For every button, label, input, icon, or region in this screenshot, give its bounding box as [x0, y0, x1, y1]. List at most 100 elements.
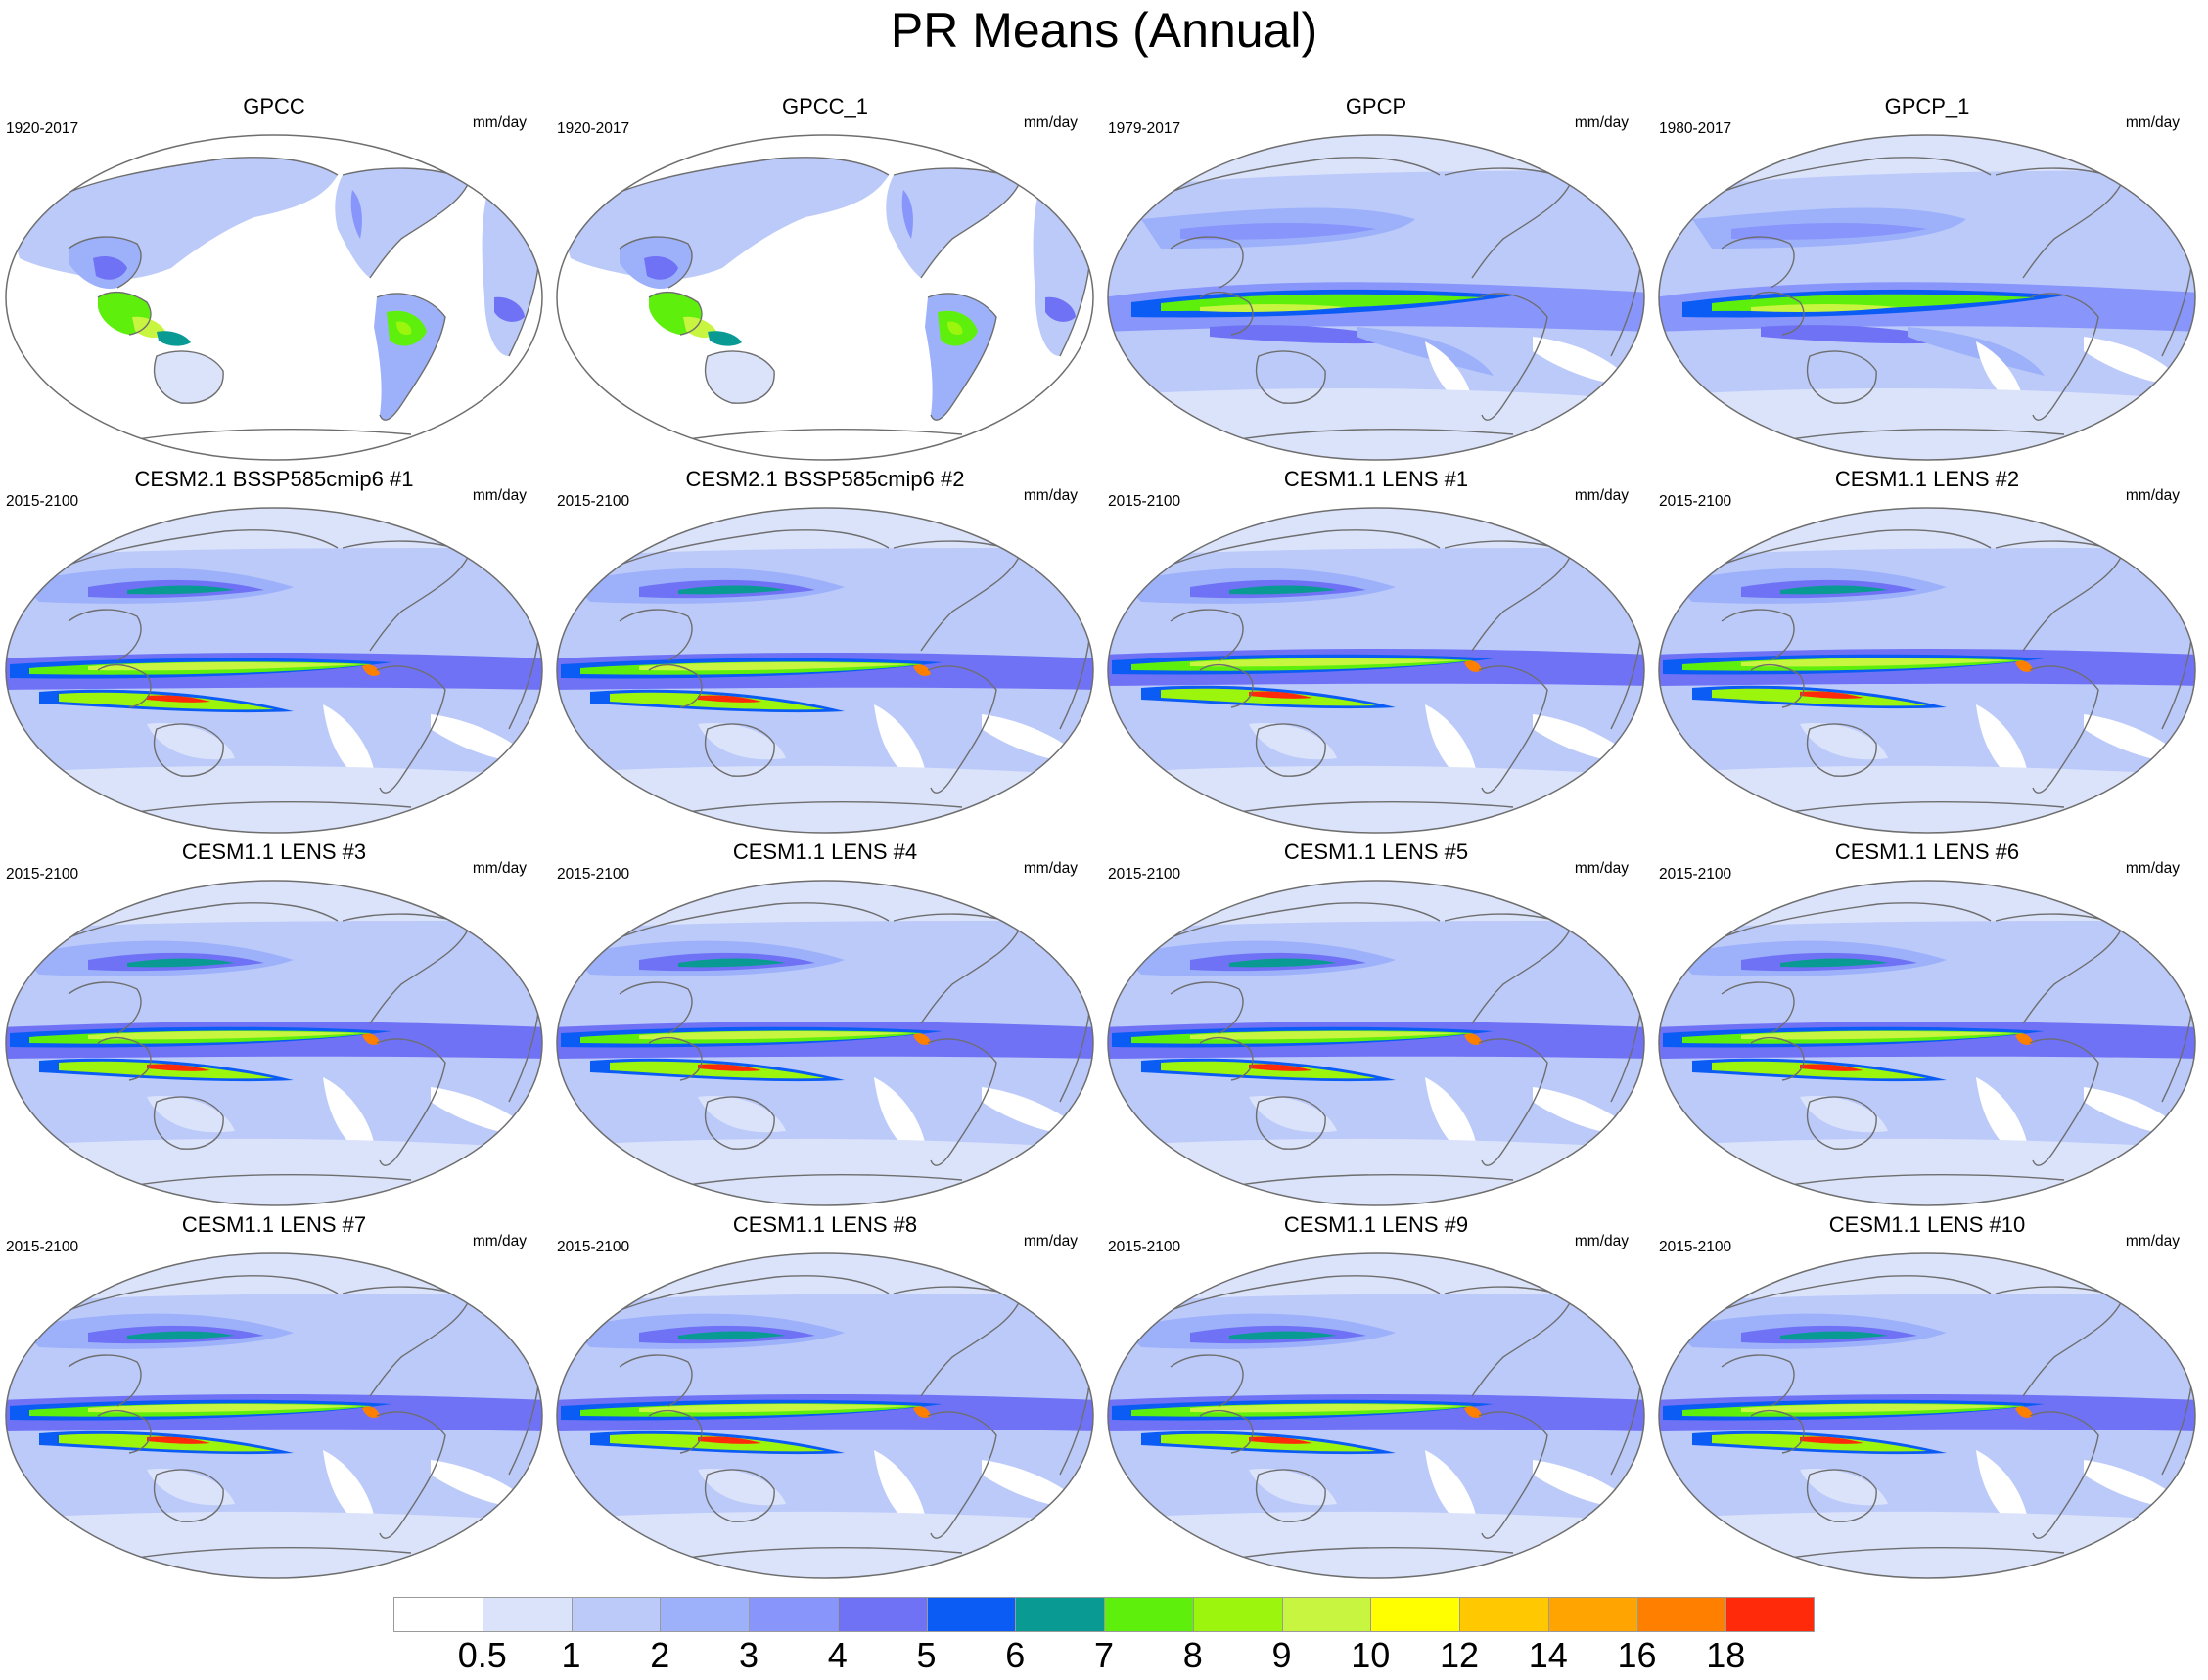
- panel-title: CESM1.1 LENS #1: [1283, 467, 1469, 491]
- precipitation-map: [1658, 134, 2196, 461]
- panel-title: CESM2.1 BSSP585cmip6 #2: [685, 467, 965, 491]
- panel-units: mm/day: [1023, 1233, 1078, 1249]
- precipitation-map: [556, 507, 1094, 834]
- precipitation-field: [1108, 881, 1644, 1205]
- colorbar-tick-label: 12: [1439, 1635, 1480, 1675]
- map-outline: [556, 880, 1094, 1206]
- precipitation-map: [1107, 134, 1645, 461]
- colorbar-box: [393, 1597, 483, 1632]
- panel-title: CESM1.1 LENS #7: [181, 1212, 367, 1237]
- panel-title: CESM1.1 LENS #5: [1283, 840, 1469, 864]
- precipitation-map: [1658, 880, 2196, 1206]
- panel-period: 1979-2017: [1108, 120, 1181, 137]
- panel-title: GPCP_1: [1884, 94, 1970, 118]
- panel-period: 2015-2100: [1108, 493, 1181, 510]
- precipitation-map: [556, 1252, 1094, 1579]
- map-panel: CESM1.1 LENS #8 2015-2100 mm/day: [551, 1210, 1099, 1582]
- colorbar-box: [749, 1597, 838, 1632]
- colorbar-tick-label: 16: [1617, 1635, 1657, 1675]
- panel-units: mm/day: [1023, 487, 1078, 504]
- map-outline: [1107, 1252, 1645, 1579]
- precipitation-map: [1107, 1252, 1645, 1579]
- map-panel: GPCP_1 1980-2017 mm/day: [1653, 92, 2201, 464]
- map-outline: [5, 1252, 543, 1579]
- map-panel: CESM1.1 LENS #6 2015-2100 mm/day: [1653, 838, 2201, 1209]
- panel-units: mm/day: [1574, 1233, 1629, 1249]
- panel-title: CESM1.1 LENS #10: [1828, 1212, 2026, 1237]
- precipitation-map: [1107, 880, 1645, 1206]
- colorbar-box: [1192, 1597, 1282, 1632]
- colorbar-box: [1370, 1597, 1459, 1632]
- panel-units: mm/day: [1023, 114, 1078, 131]
- colorbar-box: [482, 1597, 572, 1632]
- coastlines: [1111, 157, 1643, 443]
- precipitation-field: [1108, 135, 1644, 460]
- precipitation-field: [557, 508, 1093, 833]
- precipitation-map: [556, 880, 1094, 1206]
- colorbar-box: [1459, 1597, 1548, 1632]
- map-panel: CESM1.1 LENS #3 2015-2100 mm/day: [0, 838, 548, 1209]
- panel-title: GPCP: [1345, 94, 1407, 118]
- map-panel: CESM2.1 BSSP585cmip6 #1 2015-2100 mm/day: [0, 465, 548, 837]
- panel-units: mm/day: [472, 860, 527, 877]
- panel-units: mm/day: [472, 114, 527, 131]
- panel-units: mm/day: [2125, 860, 2180, 877]
- precipitation-field: [557, 1253, 1093, 1578]
- precipitation-field: [6, 1253, 542, 1578]
- precipitation-field: [6, 508, 542, 833]
- panel-units: mm/day: [1023, 860, 1078, 877]
- panel-period: 1920-2017: [6, 120, 79, 137]
- colorbar-tick-label: 4: [827, 1635, 848, 1675]
- precipitation-field: [557, 881, 1093, 1205]
- panel-title: CESM1.1 LENS #9: [1283, 1212, 1469, 1237]
- panel-units: mm/day: [1574, 860, 1629, 877]
- map-outline: [5, 507, 543, 834]
- colorbar-box: [571, 1597, 661, 1632]
- map-panel: CESM1.1 LENS #9 2015-2100 mm/day: [1102, 1210, 1650, 1582]
- map-outline: [556, 134, 1094, 461]
- map-panel: GPCC 1920-2017 mm/day: [0, 92, 548, 464]
- panel-title: CESM1.1 LENS #3: [181, 840, 367, 864]
- panel-units: mm/day: [472, 487, 527, 504]
- panel-title: CESM1.1 LENS #8: [732, 1212, 918, 1237]
- panel-period: 2015-2100: [1659, 866, 1732, 883]
- precipitation-field: [1108, 508, 1644, 833]
- panel-units: mm/day: [2125, 114, 2180, 131]
- colorbar-tick-label: 0.5: [457, 1635, 507, 1675]
- map-outline: [1658, 1252, 2196, 1579]
- panel-period: 2015-2100: [557, 493, 630, 510]
- precipitation-map: [5, 134, 543, 461]
- precipitation-field: [1659, 135, 2195, 460]
- panel-period: 1920-2017: [557, 120, 630, 137]
- precipitation-field: [6, 881, 542, 1205]
- panel-period: 2015-2100: [6, 1239, 79, 1255]
- panel-period: 1980-2017: [1659, 120, 1732, 137]
- colorbar-tick-label: 14: [1528, 1635, 1568, 1675]
- panel-title: CESM1.1 LENS #4: [732, 840, 918, 864]
- colorbar-tick-label: 5: [916, 1635, 937, 1675]
- colorbar-tick-label: 2: [650, 1635, 670, 1675]
- precipitation-field: [561, 157, 1091, 421]
- map-outline: [1658, 134, 2196, 461]
- map-panel: CESM1.1 LENS #5 2015-2100 mm/day: [1102, 838, 1650, 1209]
- precipitation-field: [1659, 1253, 2195, 1578]
- map-panel: CESM1.1 LENS #2 2015-2100 mm/day: [1653, 465, 2201, 837]
- panel-period: 2015-2100: [6, 493, 79, 510]
- figure-title: PR Means (Annual): [890, 3, 1318, 58]
- map-outline: [1107, 880, 1645, 1206]
- panel-period: 2015-2100: [6, 866, 79, 883]
- map-panel: CESM1.1 LENS #4 2015-2100 mm/day: [551, 838, 1099, 1209]
- panel-period: 2015-2100: [1108, 866, 1181, 883]
- panel-units: mm/day: [2125, 1233, 2180, 1249]
- colorbar-box: [837, 1597, 927, 1632]
- panel-units: mm/day: [472, 1233, 527, 1249]
- panel-units: mm/day: [1574, 487, 1629, 504]
- panel-units: mm/day: [2125, 487, 2180, 504]
- panel-period: 2015-2100: [557, 866, 630, 883]
- panel-title: GPCC: [243, 94, 305, 118]
- precipitation-map: [1658, 1252, 2196, 1579]
- colorbar-box: [1547, 1597, 1637, 1632]
- precipitation-map: [5, 1252, 543, 1579]
- colorbar-box: [926, 1597, 1016, 1632]
- precipitation-field: [10, 157, 540, 421]
